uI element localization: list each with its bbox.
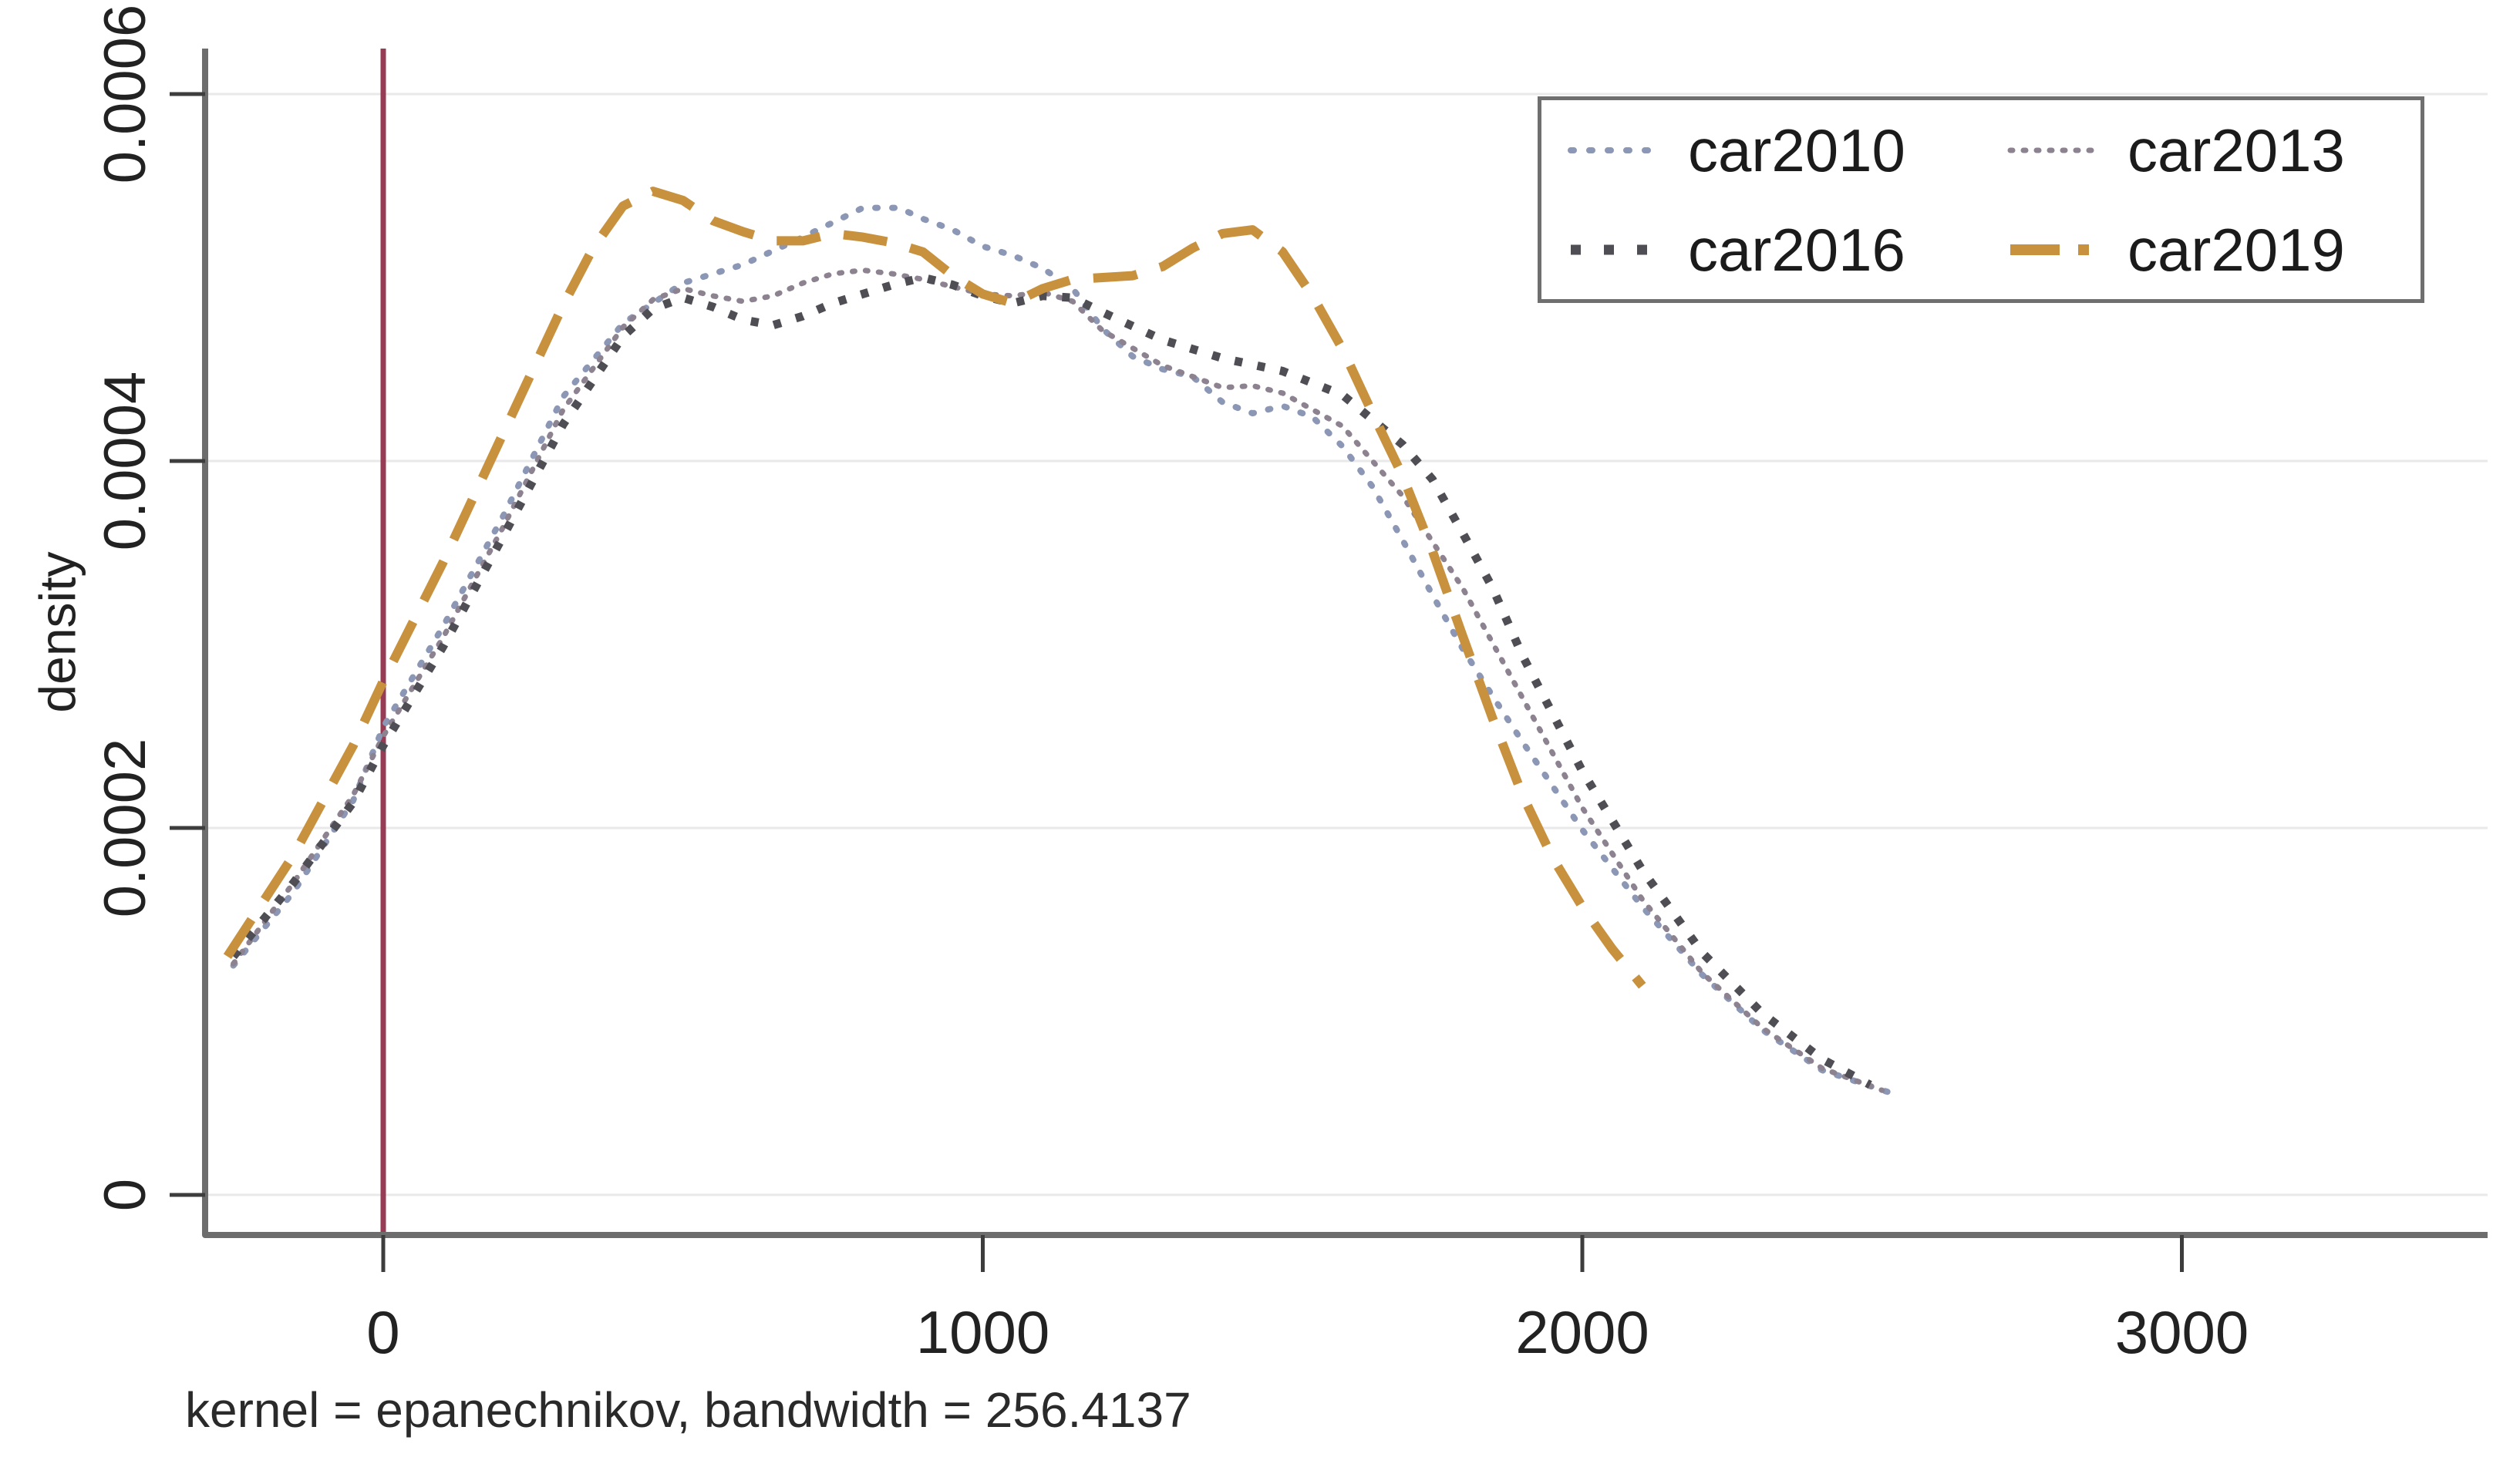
legend-label-car2019: car2019: [2127, 215, 2345, 284]
svg-text:density: density: [29, 551, 86, 712]
svg-text:0.0004: 0.0004: [93, 372, 158, 550]
car2016-line-sample-icon: [1571, 244, 1654, 254]
svg-text:2000: 2000: [1515, 1298, 1649, 1366]
legend-item-car2019: car2019: [1981, 220, 2421, 280]
legend-item-car2016: car2016: [1541, 220, 1981, 280]
car2019-line-sample-icon: [2010, 244, 2094, 255]
car2010-line-sample-icon: [1568, 146, 1657, 153]
legend-item-car2013: car2013: [1981, 120, 2421, 180]
svg-text:0.0002: 0.0002: [93, 739, 158, 917]
legend-label-car2013: car2013: [2127, 116, 2345, 184]
svg-text:0.0006: 0.0006: [93, 5, 158, 183]
svg-text:3000: 3000: [2115, 1298, 2249, 1366]
plot-legend: car2010 car2013 car2016 car2019: [1538, 96, 2424, 303]
svg-text:0: 0: [93, 1179, 158, 1211]
kernel-bandwidth-note: kernel = epanechnikov, bandwidth = 256.4…: [185, 1382, 1191, 1438]
svg-text:0: 0: [366, 1298, 399, 1366]
svg-text:1000: 1000: [916, 1298, 1050, 1366]
legend-label-car2010: car2010: [1688, 116, 1905, 184]
legend-label-car2016: car2016: [1688, 215, 1905, 284]
car2013-line-sample-icon: [2007, 147, 2097, 153]
legend-item-car2010: car2010: [1541, 120, 1981, 180]
